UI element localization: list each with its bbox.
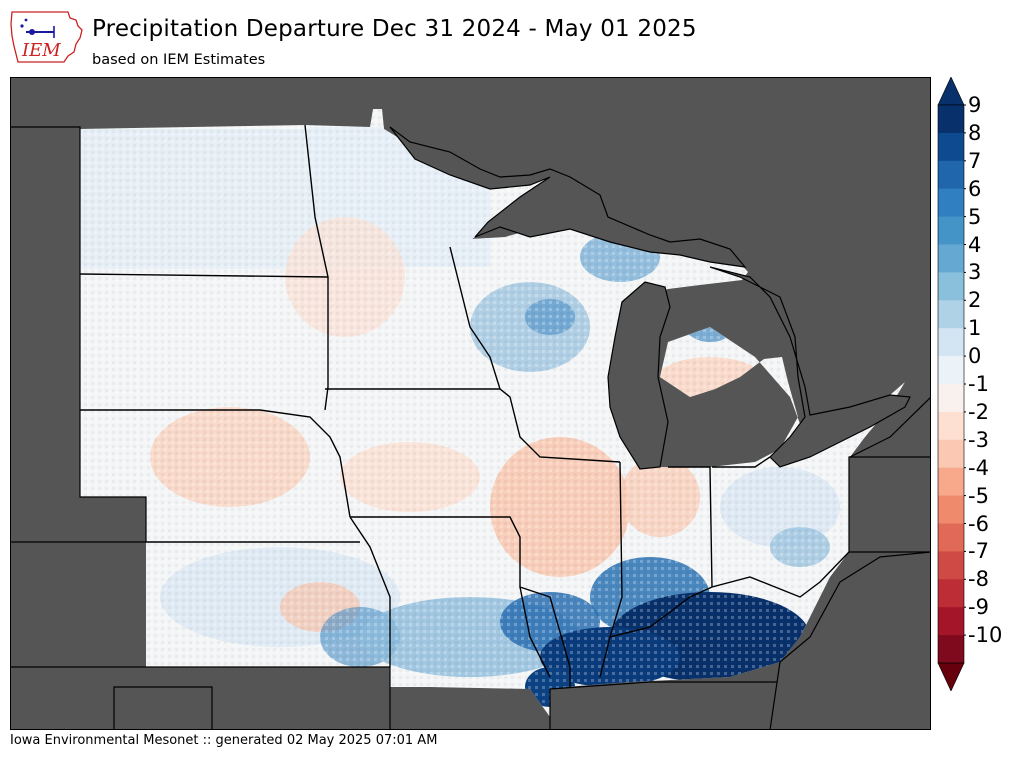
footer-credit: Iowa Environmental Mesonet :: generated … bbox=[10, 733, 438, 748]
great-lakes bbox=[389, 126, 931, 470]
colorbar-tick-label: 2 bbox=[968, 288, 982, 313]
colorbar-tick-label: 0 bbox=[968, 344, 982, 369]
logo-text: IEM bbox=[21, 40, 61, 61]
colorbar-tick-label: -2 bbox=[968, 399, 989, 424]
colorbar-segment bbox=[938, 244, 964, 273]
colorbar-segment bbox=[938, 356, 964, 385]
colorbar-tick-label: -6 bbox=[968, 511, 989, 536]
colorbar-tick-label: -1 bbox=[968, 372, 989, 396]
colorbar-segment bbox=[938, 439, 964, 469]
map-title: Precipitation Departure Dec 31 2024 - Ma… bbox=[92, 16, 697, 42]
colorbar-segment bbox=[938, 384, 964, 413]
colorbar-tick-label: -5 bbox=[968, 483, 989, 508]
colorbar-tick-label: -10 bbox=[968, 623, 1003, 648]
colorbar-segment bbox=[938, 272, 964, 301]
colorbar-segment bbox=[938, 523, 964, 552]
colorbar-tick-label: 6 bbox=[968, 176, 982, 201]
colorbar-segment bbox=[938, 105, 964, 134]
lake-superior bbox=[389, 126, 747, 268]
lake-michigan bbox=[607, 281, 671, 470]
colorbar-tick-label: 1 bbox=[968, 316, 982, 341]
colorbar-segment bbox=[938, 216, 964, 245]
colorbar-tick-label: 7 bbox=[968, 148, 982, 173]
colorbar-segment bbox=[938, 607, 964, 636]
colorbar-extend-max bbox=[937, 77, 965, 106]
colorbar-tick-label: -9 bbox=[968, 595, 989, 620]
colorbar bbox=[937, 77, 966, 691]
colorbar-tick-label: -3 bbox=[968, 427, 989, 452]
colorbar-labels: 9 8 7 6 5 4 3 2 1 0 -1 -2 -3 -4 -5 -6 -7 -8 -9 -10 bbox=[968, 77, 1024, 691]
non-analysis-areas bbox=[10, 126, 931, 730]
colorbar-segment bbox=[938, 328, 964, 357]
iem-logo: IEM bbox=[8, 6, 86, 64]
colorbar-tick-label: -8 bbox=[968, 567, 989, 592]
colorbar-tick-label: -4 bbox=[968, 455, 989, 480]
colorbar-tick-label: 4 bbox=[968, 232, 982, 257]
colorbar-tick-label: 5 bbox=[968, 204, 982, 229]
colorbar-tick-label: 3 bbox=[968, 260, 982, 285]
colorbar-segment bbox=[938, 635, 964, 664]
colorbar-segment bbox=[938, 467, 964, 497]
map-frame bbox=[10, 77, 931, 730]
precipitation-map bbox=[10, 77, 931, 730]
colorbar-segment bbox=[938, 160, 964, 190]
colorbar-extend-min bbox=[937, 662, 965, 691]
departure-field bbox=[80, 109, 905, 717]
map-subtitle: based on IEM Estimates bbox=[92, 52, 266, 68]
colorbar-segment bbox=[938, 132, 964, 162]
state-borders bbox=[79, 124, 850, 687]
colorbar-tick-label: -7 bbox=[968, 539, 989, 564]
colorbar-tick-label: 9 bbox=[968, 93, 982, 117]
colorbar-segment bbox=[938, 300, 964, 329]
colorbar-tick-label: 8 bbox=[968, 120, 982, 145]
colorbar-segment bbox=[938, 411, 964, 441]
colorbar-segment bbox=[938, 579, 964, 608]
colorbar-segment bbox=[938, 551, 964, 580]
lake-huron bbox=[709, 266, 911, 468]
colorbar-segment bbox=[938, 495, 964, 524]
colorbar-segment bbox=[938, 188, 964, 218]
